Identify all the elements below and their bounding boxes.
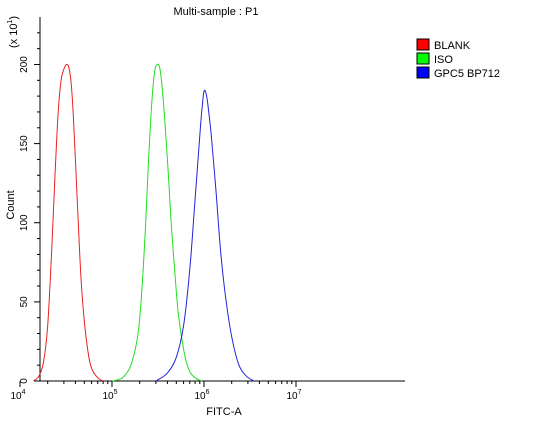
x-tick-label: 104 [10, 389, 25, 402]
svg-text:(x 101): (x 101) [7, 16, 20, 48]
y-tick-label: 200 [19, 56, 30, 73]
y-multiplier-text: (x 10 [8, 24, 20, 48]
y-tick-label: 0 [19, 378, 30, 384]
axes [39, 17, 405, 382]
y-tick-label: 100 [19, 214, 30, 231]
x-axis-label: FITC-A [206, 406, 242, 418]
chart-title: Multi-sample : P1 [174, 6, 259, 18]
legend-swatch [416, 52, 430, 65]
series-curve-gpc5-bp712 [155, 89, 255, 382]
legend-label: ISO [434, 54, 453, 66]
x-tick-label: 105 [102, 389, 117, 402]
legend-swatch [416, 66, 430, 79]
x-ticks: 104 105 106 107 [10, 381, 302, 402]
histogram-curves [33, 63, 255, 382]
legend: BLANK ISO GPC5 BP712 [416, 38, 500, 80]
y-tick-label: 150 [19, 135, 30, 152]
y-axis-label: Count [5, 190, 17, 219]
legend-label: BLANK [434, 40, 471, 52]
y-ticks: 0 50 100 150 200 [19, 32, 40, 384]
x-tick-label: 106 [194, 389, 209, 402]
y-multiplier-exp: 1 [7, 20, 14, 24]
y-multiplier-label: (x 101) [7, 16, 20, 48]
series-curve-iso [111, 63, 203, 382]
y-tick-label: 50 [19, 296, 30, 308]
legend-swatch [416, 38, 430, 51]
series-curve-blank [33, 63, 104, 382]
x-tick-label: 107 [286, 389, 301, 402]
legend-label: GPC5 BP712 [434, 68, 500, 80]
